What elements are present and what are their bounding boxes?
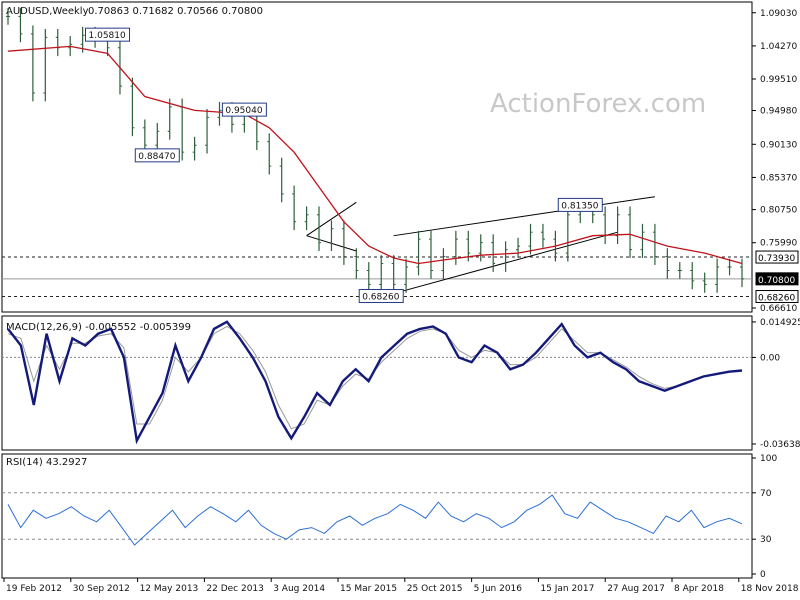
level-label: 0.73930 <box>758 254 795 264</box>
price-tick-label: 0.80750 <box>760 206 797 216</box>
moving-average-line <box>7 45 743 265</box>
trendline <box>393 196 655 237</box>
panel-frames <box>1 1 753 579</box>
time-tick-label: 30 Sep 2012 <box>73 584 130 594</box>
price-annotations: 1.05810 0.95040 0.88470 0.81350 0.68260 <box>85 27 603 304</box>
price-tick-label: 0.90130 <box>760 140 797 150</box>
rsi-panel <box>2 492 752 546</box>
level-label-box <box>755 290 799 304</box>
level-label-box <box>755 272 799 286</box>
price-tick-label: 1.09030 <box>760 9 797 19</box>
price-annotation-label: 0.88470 <box>138 152 175 162</box>
rsi-axis: 100 70 30 0 <box>752 454 777 580</box>
rsi-tick-label: 70 <box>760 489 772 499</box>
watermark-text: ActionForex.com <box>490 89 706 119</box>
price-annotation-box <box>85 27 131 42</box>
price-annotation-box <box>134 148 180 163</box>
rsi-tick-label: 0 <box>760 570 766 580</box>
price-annotation-label: 0.68260 <box>362 293 399 303</box>
time-tick-label: 8 Apr 2018 <box>674 584 724 594</box>
price-tick-label: 0.94980 <box>760 107 797 117</box>
moving-average <box>7 45 743 265</box>
price-tick-label: 0.85370 <box>760 173 797 183</box>
level-label: 0.70800 <box>758 276 795 286</box>
ohlc-values: 0.70863 0.71682 0.70566 0.70800 <box>88 6 263 17</box>
panel-border <box>1 1 753 313</box>
level-label: 0.68260 <box>758 294 795 304</box>
price-tick-label: 0.99510 <box>760 75 797 85</box>
time-axis: 19 Feb 2012 30 Sep 2012 12 May 2013 22 Dec … <box>3 578 799 594</box>
price-series <box>6 8 744 293</box>
macd-tick-label: 0.00 <box>760 353 780 363</box>
price-annotation-box <box>221 102 267 117</box>
rsi-tick-label: 100 <box>760 454 777 464</box>
time-tick-label: 15 Jan 2017 <box>540 584 594 594</box>
time-tick-label: 27 Aug 2017 <box>607 584 665 594</box>
price-annotation-box <box>358 289 404 304</box>
time-tick-label: 12 May 2013 <box>140 584 199 594</box>
trendline <box>381 231 618 298</box>
time-tick-label: 25 Oct 2015 <box>407 584 463 594</box>
level-label-box <box>755 250 799 264</box>
price-tick-label: 0.66610 <box>760 304 797 314</box>
rsi-line <box>7 494 743 546</box>
price-annotation-box <box>557 197 603 212</box>
price-tick-label: 0.75990 <box>760 239 797 249</box>
price-tick-label: 1.04270 <box>760 42 797 52</box>
macd-axis: 0.014925 0.00 -0.036389 <box>752 318 800 450</box>
rsi-tick-label: 30 <box>760 535 772 545</box>
symbol-title: AUDUSD,Weekly <box>6 6 89 17</box>
time-tick-label: 15 Mar 2015 <box>340 584 397 594</box>
macd-tick-label: 0.014925 <box>760 318 800 328</box>
rsi-title: RSI(14) 43.2927 <box>6 457 87 468</box>
panel-border <box>1 453 753 579</box>
trendline <box>306 201 357 237</box>
time-tick-label: 19 Feb 2012 <box>6 584 62 594</box>
time-tick-label: 18 Nov 2018 <box>741 584 799 594</box>
price-axis: 1.09030 1.04270 0.99510 0.94980 0.90130 0.853… <box>752 9 797 314</box>
price-annotation-label: 0.81350 <box>561 201 598 211</box>
panel-border <box>1 315 753 451</box>
price-annotation-label: 1.05810 <box>89 31 126 41</box>
trendlines <box>306 196 655 298</box>
time-tick-label: 3 Aug 2014 <box>273 584 325 594</box>
macd-title: MACD(12,26,9) -0.005552 -0.005399 <box>6 322 191 333</box>
price-annotation-label: 0.95040 <box>225 106 262 116</box>
macd-panel <box>2 320 752 445</box>
time-tick-label: 5 Jun 2016 <box>474 584 523 594</box>
time-tick-label: 22 Dec 2013 <box>206 584 263 594</box>
macd-tick-label: -0.036389 <box>760 440 800 450</box>
macd-line <box>7 320 743 445</box>
